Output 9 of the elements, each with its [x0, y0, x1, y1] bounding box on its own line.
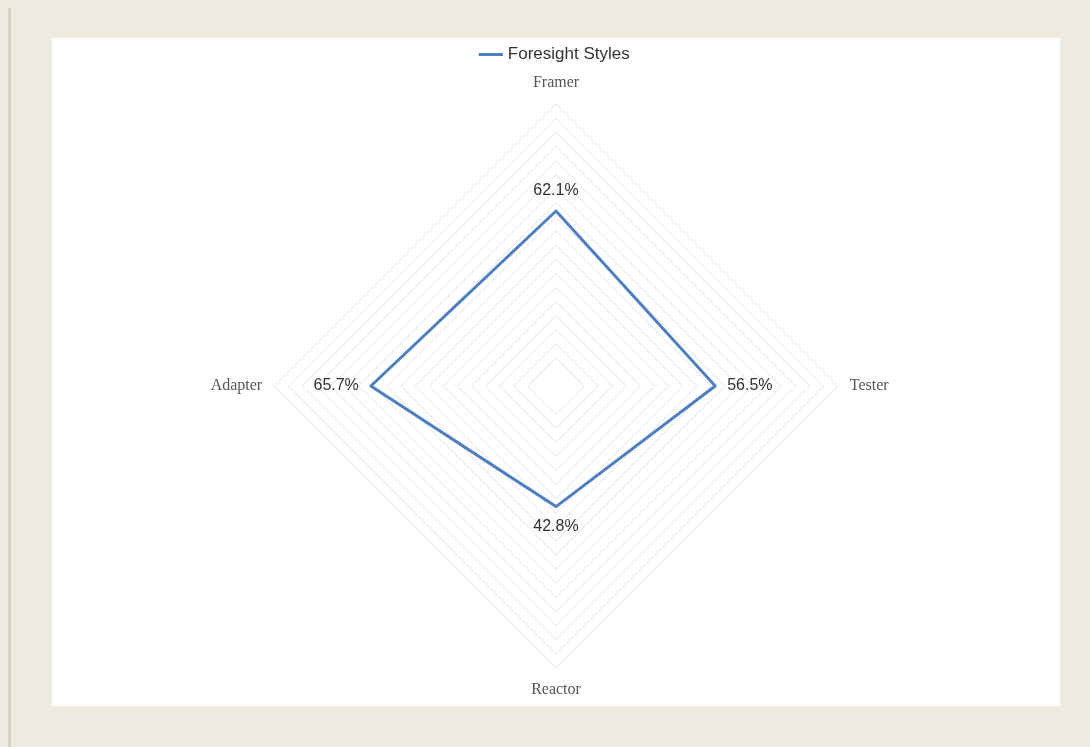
text: 56.5% [727, 376, 773, 394]
legend-label: Foresight Styles [507, 44, 630, 64]
spoke-label: Reactor [531, 679, 582, 697]
text: 42.8% [533, 517, 579, 535]
spoke-label: Framer [532, 72, 580, 90]
text: 62.1% [533, 181, 579, 199]
text: 65.7% [313, 376, 359, 394]
spoke-label: Tester [849, 376, 890, 394]
spoke-label: Adapter [210, 376, 263, 395]
